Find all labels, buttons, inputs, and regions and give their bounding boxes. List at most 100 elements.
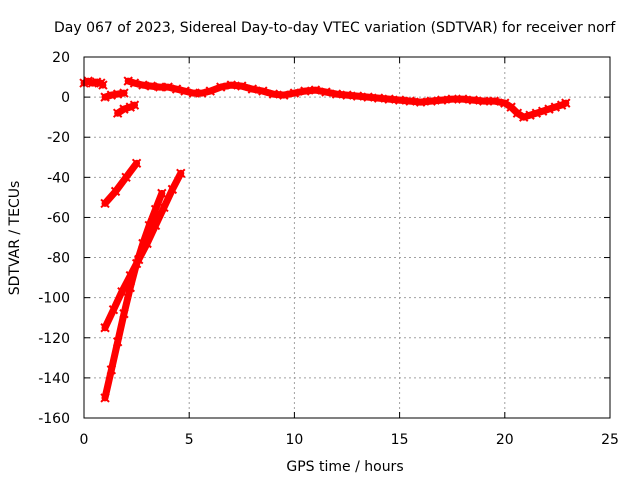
data-point bbox=[489, 96, 499, 106]
y-tick-label: -40 bbox=[47, 170, 70, 186]
series-5 bbox=[100, 158, 142, 209]
series-3 bbox=[112, 100, 140, 118]
x-tick-label: 25 bbox=[601, 432, 619, 448]
series-band bbox=[101, 189, 166, 402]
y-tick-label: 0 bbox=[61, 90, 70, 106]
data-point bbox=[468, 95, 478, 105]
data-point bbox=[144, 220, 154, 231]
data-point bbox=[110, 186, 121, 197]
axis-ticks: 0 5 10 15 20 25 -160 -140 -120 -100 -80 -60 -40 -20 0 2… bbox=[38, 50, 619, 448]
data-point bbox=[331, 89, 342, 99]
y-axis-title: SDTVAR / TECUs bbox=[7, 181, 23, 296]
data-point bbox=[247, 84, 258, 94]
data-point bbox=[129, 100, 140, 110]
data-point bbox=[300, 86, 310, 96]
x-tick-label: 20 bbox=[496, 432, 514, 448]
data-point bbox=[279, 90, 289, 100]
y-tick-label: 20 bbox=[52, 50, 70, 66]
y-tick-label: -80 bbox=[47, 251, 70, 267]
data-point bbox=[188, 88, 199, 98]
data-point bbox=[258, 86, 268, 96]
data-point bbox=[106, 365, 117, 375]
x-tick-label: 15 bbox=[391, 432, 409, 448]
data-point bbox=[544, 104, 554, 114]
data-point bbox=[415, 97, 426, 107]
data-point bbox=[100, 323, 110, 333]
data-point bbox=[226, 80, 236, 90]
data-point bbox=[197, 88, 207, 98]
y-tick-label: -100 bbox=[38, 291, 70, 307]
y-tick-label: -60 bbox=[47, 210, 70, 226]
data-point bbox=[384, 94, 394, 104]
x-tick-label: 5 bbox=[185, 432, 194, 448]
grid bbox=[84, 57, 610, 418]
data-series bbox=[79, 76, 571, 403]
data-point bbox=[479, 96, 489, 106]
data-point bbox=[167, 184, 178, 195]
data-point bbox=[352, 91, 363, 101]
data-point bbox=[342, 90, 352, 100]
data-point bbox=[119, 88, 129, 98]
data-point bbox=[159, 202, 169, 213]
data-point bbox=[268, 89, 279, 99]
data-point bbox=[537, 106, 548, 116]
data-point bbox=[426, 96, 436, 106]
y-tick-label: -140 bbox=[38, 371, 70, 387]
data-point bbox=[119, 309, 129, 319]
data-point bbox=[550, 102, 561, 112]
data-point bbox=[237, 81, 247, 91]
data-point bbox=[150, 204, 161, 215]
y-tick-label: -20 bbox=[47, 130, 70, 146]
data-point bbox=[373, 93, 384, 103]
data-point bbox=[119, 104, 129, 114]
plot-frame bbox=[83, 56, 611, 419]
data-point bbox=[131, 158, 142, 169]
x-tick-label: 0 bbox=[80, 432, 89, 448]
data-point bbox=[405, 96, 415, 106]
data-point bbox=[363, 92, 373, 102]
chart-title: Day 067 of 2023, Sidereal Day-to-day VTE… bbox=[54, 20, 616, 36]
data-point bbox=[125, 282, 135, 293]
series-2 bbox=[100, 88, 129, 102]
x-axis-title: GPS time / hours bbox=[286, 459, 403, 475]
y-tick-label: -160 bbox=[38, 411, 70, 427]
data-point bbox=[500, 98, 510, 108]
data-point bbox=[100, 393, 110, 403]
series-4 bbox=[123, 76, 571, 122]
data-point bbox=[531, 108, 542, 118]
data-point bbox=[108, 304, 119, 315]
data-point bbox=[129, 78, 140, 88]
data-point bbox=[394, 95, 405, 105]
data-point bbox=[289, 88, 300, 98]
data-point bbox=[447, 94, 457, 104]
data-point bbox=[98, 80, 108, 90]
data-point bbox=[321, 87, 331, 97]
data-point bbox=[146, 81, 157, 91]
series-band bbox=[101, 89, 128, 101]
data-point bbox=[561, 98, 571, 108]
data-point bbox=[157, 188, 167, 199]
data-point bbox=[131, 258, 142, 269]
data-point bbox=[112, 337, 123, 347]
data-point bbox=[123, 76, 133, 86]
data-point bbox=[163, 82, 173, 92]
series-1 bbox=[79, 76, 108, 90]
data-point bbox=[436, 95, 447, 105]
series-band bbox=[101, 159, 141, 207]
data-point bbox=[512, 108, 523, 118]
data-point bbox=[458, 94, 468, 104]
x-tick-label: 10 bbox=[285, 432, 303, 448]
data-point bbox=[171, 84, 182, 94]
data-point bbox=[525, 110, 535, 120]
series-7 bbox=[100, 188, 167, 403]
data-point bbox=[205, 86, 215, 96]
data-point bbox=[155, 82, 165, 92]
data-point bbox=[100, 198, 110, 209]
y-tick-label: -120 bbox=[38, 331, 70, 347]
data-point bbox=[138, 80, 148, 90]
data-point bbox=[121, 172, 131, 183]
data-point bbox=[138, 238, 148, 249]
data-point bbox=[112, 108, 123, 118]
data-point bbox=[176, 168, 186, 179]
